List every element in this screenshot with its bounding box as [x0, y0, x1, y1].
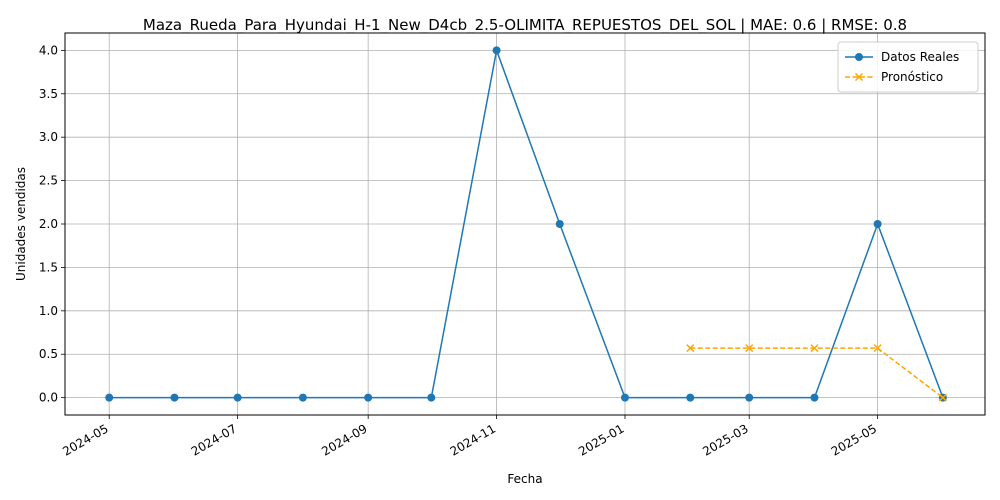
x-tick-label: 2024-11: [448, 421, 498, 458]
y-tick-label: 4.0: [39, 43, 58, 57]
y-tick-label: 1.0: [39, 304, 58, 318]
x-tick-label: 2025-03: [700, 421, 750, 458]
y-tick-label: 3.0: [39, 130, 58, 144]
data-point-datos-reales: [233, 393, 242, 402]
series-line-datos-reales: [109, 47, 944, 399]
data-point-datos-reales: [621, 393, 629, 402]
data-point-datos-reales: [745, 393, 754, 402]
x-tick-label: 2024-05: [60, 421, 110, 458]
data-point-datos-reales: [873, 220, 882, 228]
data-point-datos-reales: [364, 393, 373, 402]
x-tick-label: 2024-09: [319, 421, 369, 458]
legend-box: [837, 41, 979, 93]
x-axis-label: Fecha: [507, 472, 542, 486]
data-point-pronostico: [938, 393, 947, 402]
x-tick-label: 2025-05: [829, 421, 879, 458]
data-point-datos-reales: [105, 393, 114, 402]
legend-entry-pronostico: Pronóstico: [845, 70, 943, 84]
data-point-datos-reales: [810, 393, 819, 402]
data-point-pronostico: [873, 344, 882, 353]
legend-entry-datos-reales: Datos Reales: [845, 50, 959, 64]
data-point-datos-reales: [492, 46, 501, 55]
legend-marker-datos-reales: [855, 53, 863, 61]
y-tick-label: 2.5: [39, 174, 58, 188]
data-point-pronostico: [686, 344, 695, 353]
legend-label-datos-reales: Datos Reales: [881, 50, 959, 64]
data-point-datos-reales: [686, 393, 695, 402]
grid: [65, 33, 985, 415]
legend: Datos Reales Pronóstico: [837, 41, 979, 93]
legend-marker-pronostico: [854, 72, 864, 82]
data-point-datos-reales: [427, 393, 436, 402]
data-point-datos-reales: [170, 393, 179, 402]
legend-label-pronostico: Pronóstico: [881, 70, 943, 84]
series-layer: [105, 46, 947, 402]
x-tick-label: 2024-07: [189, 421, 239, 458]
y-tick-label: 0.0: [39, 391, 58, 405]
y-tick-label: 2.0: [39, 217, 58, 231]
chart-title: Maza_Rueda_Para_Hyundai_H-1_New_D4cb_2.5…: [143, 16, 907, 35]
y-axis-label: Unidades vendidas: [14, 167, 28, 281]
data-point-datos-reales: [298, 393, 307, 402]
plot-frame: [64, 32, 986, 416]
data-point-datos-reales: [555, 220, 564, 228]
y-tick-label: 0.5: [39, 347, 58, 361]
y-tick-label: 1.5: [39, 260, 58, 274]
data-point-pronostico: [745, 344, 754, 353]
y-tick-label: 3.5: [39, 87, 58, 101]
x-tick-label: 2025-01: [576, 421, 626, 458]
data-point-pronostico: [810, 344, 819, 353]
